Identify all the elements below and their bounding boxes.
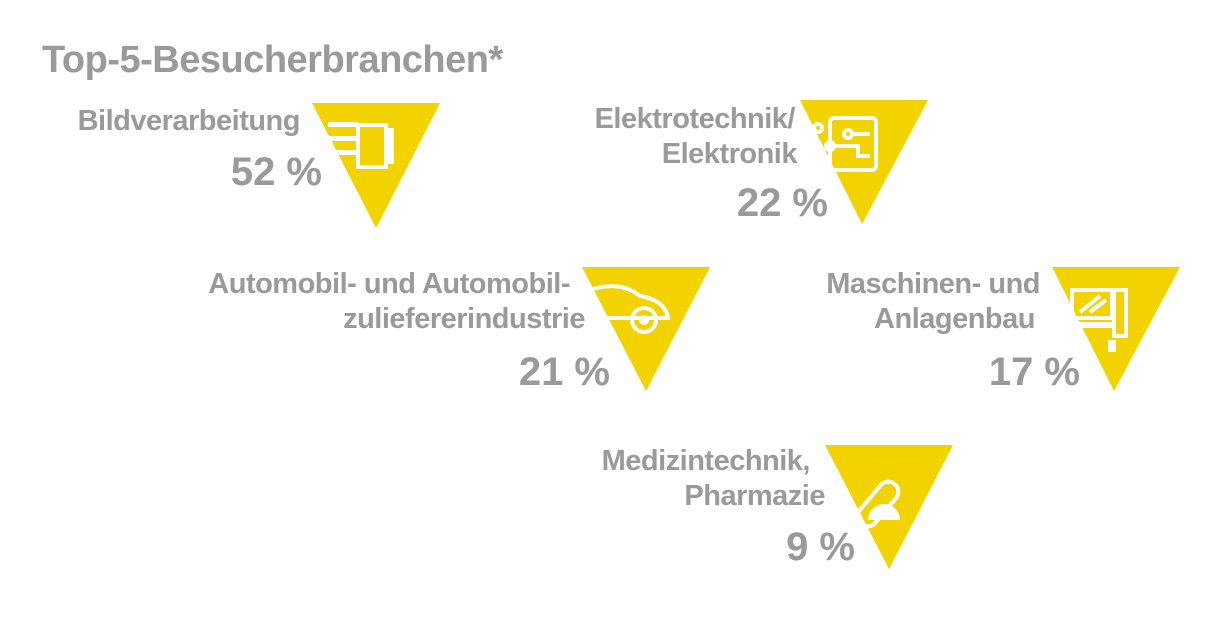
icon-circuit: [800, 100, 928, 224]
item-label: Anlagenbau: [874, 303, 1035, 335]
item-label: Maschinen- und: [826, 268, 1040, 300]
item-label: Pharmazie: [684, 480, 825, 512]
icon-camera: [312, 103, 440, 228]
item-value: 9 %: [786, 525, 855, 569]
item-label: Elektrotechnik/: [595, 103, 796, 135]
item-value: 17 %: [989, 350, 1080, 394]
item-label: zuliefererindustrie: [343, 303, 585, 335]
item-value: 21 %: [519, 350, 610, 394]
icon-car: [582, 267, 710, 391]
item-label: Elektronik: [662, 138, 799, 170]
item-label: Bildverarbeitung: [78, 105, 300, 137]
item-value: 22 %: [737, 181, 828, 225]
title: Top-5-Besucherbranchen*: [42, 39, 503, 81]
item-label: Automobil- und Automobil-: [208, 268, 570, 300]
item-label: Medizintechnik,: [602, 445, 810, 477]
icon-machine: [1052, 267, 1180, 391]
icon-pill: [825, 445, 953, 569]
item-value: 52 %: [231, 150, 322, 194]
